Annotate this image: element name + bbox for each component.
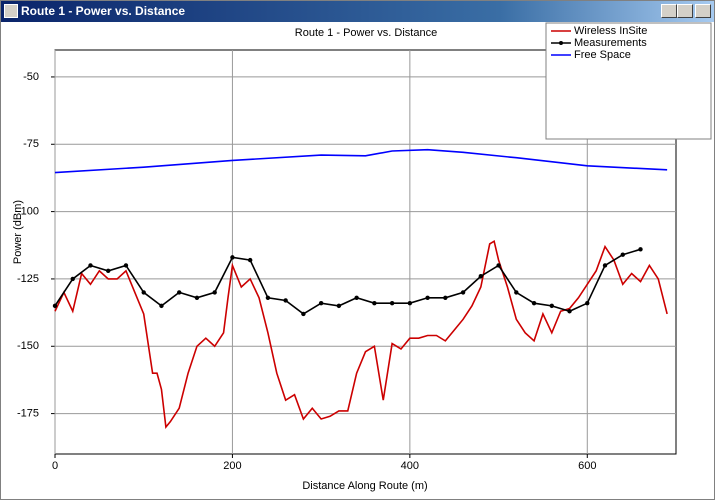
data-point [425, 295, 430, 300]
data-point [318, 300, 324, 306]
data-point [443, 295, 448, 300]
data-point [106, 268, 111, 274]
data-point [301, 311, 306, 317]
y-tick-label: -175 [17, 408, 39, 420]
y-tick-label: -150 [17, 340, 39, 352]
maximize-button[interactable] [677, 4, 693, 18]
x-tick-label: 600 [578, 460, 596, 472]
x-tick-label: 0 [52, 460, 58, 472]
data-point [194, 295, 200, 300]
data-point [141, 290, 146, 295]
data-point [620, 252, 625, 257]
data-point [585, 300, 590, 306]
chart: Route 1 - Power vs. Distance Distance Al… [12, 22, 712, 492]
data-point [407, 300, 413, 306]
y-tick-label: -75 [23, 138, 39, 150]
legend-label: Wireless InSite [574, 25, 647, 37]
legend-label: Measurements [574, 37, 647, 49]
close-button[interactable] [695, 4, 711, 18]
data-point [177, 290, 182, 295]
data-point [247, 257, 253, 263]
data-point [336, 303, 342, 309]
chart-title: Route 1 - Power vs. Distance [295, 27, 437, 39]
data-point [88, 263, 93, 268]
data-point [549, 303, 554, 309]
data-point [460, 290, 466, 295]
legend-marker [559, 41, 563, 45]
title-bar: Route 1 - Power vs. Distance [1, 1, 714, 22]
data-point [159, 303, 164, 309]
y-tick-label: -50 [23, 71, 39, 83]
y-axis-label: Power (dBm) [12, 200, 24, 264]
window-icon [4, 4, 18, 18]
y-tick-label: -125 [17, 273, 39, 285]
series-line [54, 239, 668, 430]
data-point [496, 263, 501, 268]
data-point [372, 300, 377, 306]
data-point [283, 298, 288, 303]
series-line [54, 248, 641, 315]
data-point [602, 263, 608, 268]
data-point [514, 290, 519, 295]
y-tick-label: -100 [17, 206, 39, 218]
series-line [54, 148, 668, 174]
data-point [638, 247, 643, 252]
data-point [354, 295, 359, 300]
data-point [265, 295, 271, 300]
legend [545, 22, 712, 140]
data-point [70, 276, 75, 282]
minimize-button[interactable] [661, 4, 677, 18]
x-tick-label: 400 [401, 460, 419, 472]
data-point [389, 300, 395, 306]
x-tick-label: 200 [223, 460, 241, 472]
data-point [567, 309, 572, 314]
data-point [52, 303, 58, 309]
data-point [123, 263, 129, 268]
legend-label: Free Space [574, 49, 631, 61]
data-point [531, 300, 537, 306]
x-axis-label: Distance Along Route (m) [302, 480, 427, 492]
data-point [230, 255, 235, 260]
window-title: Route 1 - Power vs. Distance [21, 4, 186, 18]
data-point [478, 274, 484, 279]
data-point [212, 290, 217, 295]
